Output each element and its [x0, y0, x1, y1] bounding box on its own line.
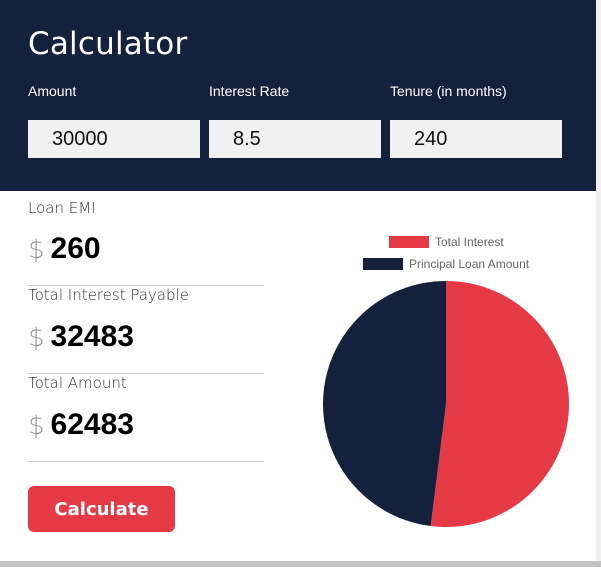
- total-amount-label: Total Amount: [28, 374, 127, 392]
- tenure-input[interactable]: [390, 120, 562, 158]
- legend-item-total-interest[interactable]: Total Interest: [389, 235, 504, 249]
- loan-emi-amount: 260: [50, 232, 101, 265]
- divider: [28, 285, 264, 286]
- legend-swatch-red: [389, 236, 429, 248]
- pie-slice-total-interest[interactable]: [430, 281, 569, 527]
- pie-chart: [323, 281, 569, 527]
- horizontal-scrollbar[interactable]: [0, 561, 601, 567]
- total-amount-amount: 62483: [50, 408, 134, 441]
- amount-label: Amount: [28, 83, 77, 99]
- total-interest-amount: 32483: [50, 320, 134, 353]
- total-interest-value: $ 32483: [28, 320, 134, 354]
- legend-label: Principal Loan Amount: [409, 257, 530, 271]
- amount-input[interactable]: [28, 120, 200, 158]
- loan-emi-value: $ 260: [28, 232, 101, 266]
- calculator-header: Calculator Amount Interest Rate Tenure (…: [0, 0, 596, 191]
- interest-rate-input[interactable]: [209, 120, 381, 158]
- currency-symbol: $: [28, 235, 45, 265]
- calculate-button[interactable]: Calculate: [28, 486, 175, 532]
- tenure-label: Tenure (in months): [390, 83, 507, 99]
- legend-label: Total Interest: [435, 235, 504, 249]
- legend-swatch-navy: [363, 258, 403, 270]
- currency-symbol: $: [28, 323, 45, 353]
- currency-symbol: $: [28, 411, 45, 441]
- legend-item-principal[interactable]: Principal Loan Amount: [363, 257, 529, 271]
- total-interest-label: Total Interest Payable: [28, 286, 189, 304]
- divider: [28, 373, 264, 374]
- interest-rate-label: Interest Rate: [209, 83, 290, 99]
- pie-slice-principal-loan-amount[interactable]: [323, 281, 446, 527]
- total-amount-value: $ 62483: [28, 408, 134, 442]
- divider: [28, 461, 264, 462]
- loan-emi-label: Loan EMI: [28, 199, 96, 217]
- page-title: Calculator: [28, 26, 188, 62]
